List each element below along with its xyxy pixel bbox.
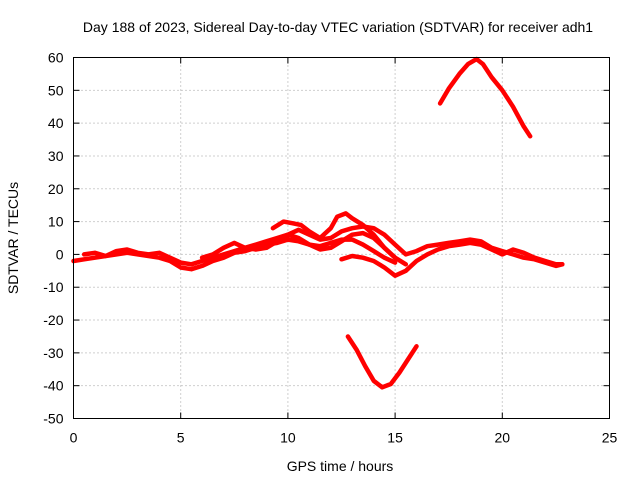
y-tick-label: 20 bbox=[48, 181, 64, 197]
x-tick-label: 0 bbox=[70, 430, 78, 446]
y-tick-label: 40 bbox=[48, 115, 64, 131]
chart-title: Day 188 of 2023, Sidereal Day-to-day VTE… bbox=[83, 19, 593, 35]
y-tick-label: -10 bbox=[43, 279, 63, 295]
y-tick-label: 60 bbox=[48, 50, 64, 66]
x-tick-label: 5 bbox=[177, 430, 185, 446]
plot-frame bbox=[73, 57, 610, 419]
y-tick-label: -30 bbox=[43, 345, 63, 361]
y-tick-label: 30 bbox=[48, 148, 64, 164]
series-line-sat-g bbox=[437, 56, 533, 139]
y-tick-label: -20 bbox=[43, 312, 63, 328]
series-line-sat-f bbox=[345, 334, 419, 390]
y-tick-label: 50 bbox=[48, 82, 64, 98]
x-tick-label: 25 bbox=[602, 430, 618, 446]
axis-ticks bbox=[73, 57, 610, 419]
y-tick-label: -50 bbox=[43, 411, 63, 427]
x-tick-label: 15 bbox=[387, 430, 403, 446]
y-tick-label: 0 bbox=[56, 246, 64, 262]
y-axis-label: SDTVAR / TECUs bbox=[5, 182, 21, 294]
x-axis-label: GPS time / hours bbox=[287, 458, 394, 474]
y-tick-label: 10 bbox=[48, 214, 64, 230]
x-tick-labels: 0 5 10 15 20 25 bbox=[70, 430, 618, 446]
data-series bbox=[71, 56, 565, 390]
y-tick-label: -40 bbox=[43, 378, 63, 394]
series-line-sat-e bbox=[339, 240, 565, 278]
x-tick-label: 10 bbox=[280, 430, 296, 446]
x-tick-label: 20 bbox=[495, 430, 511, 446]
series-line-sat-d bbox=[270, 211, 398, 260]
y-tick-labels: -50 -40 -30 -20 -10 0 10 20 30 40 50 60 bbox=[43, 50, 63, 427]
